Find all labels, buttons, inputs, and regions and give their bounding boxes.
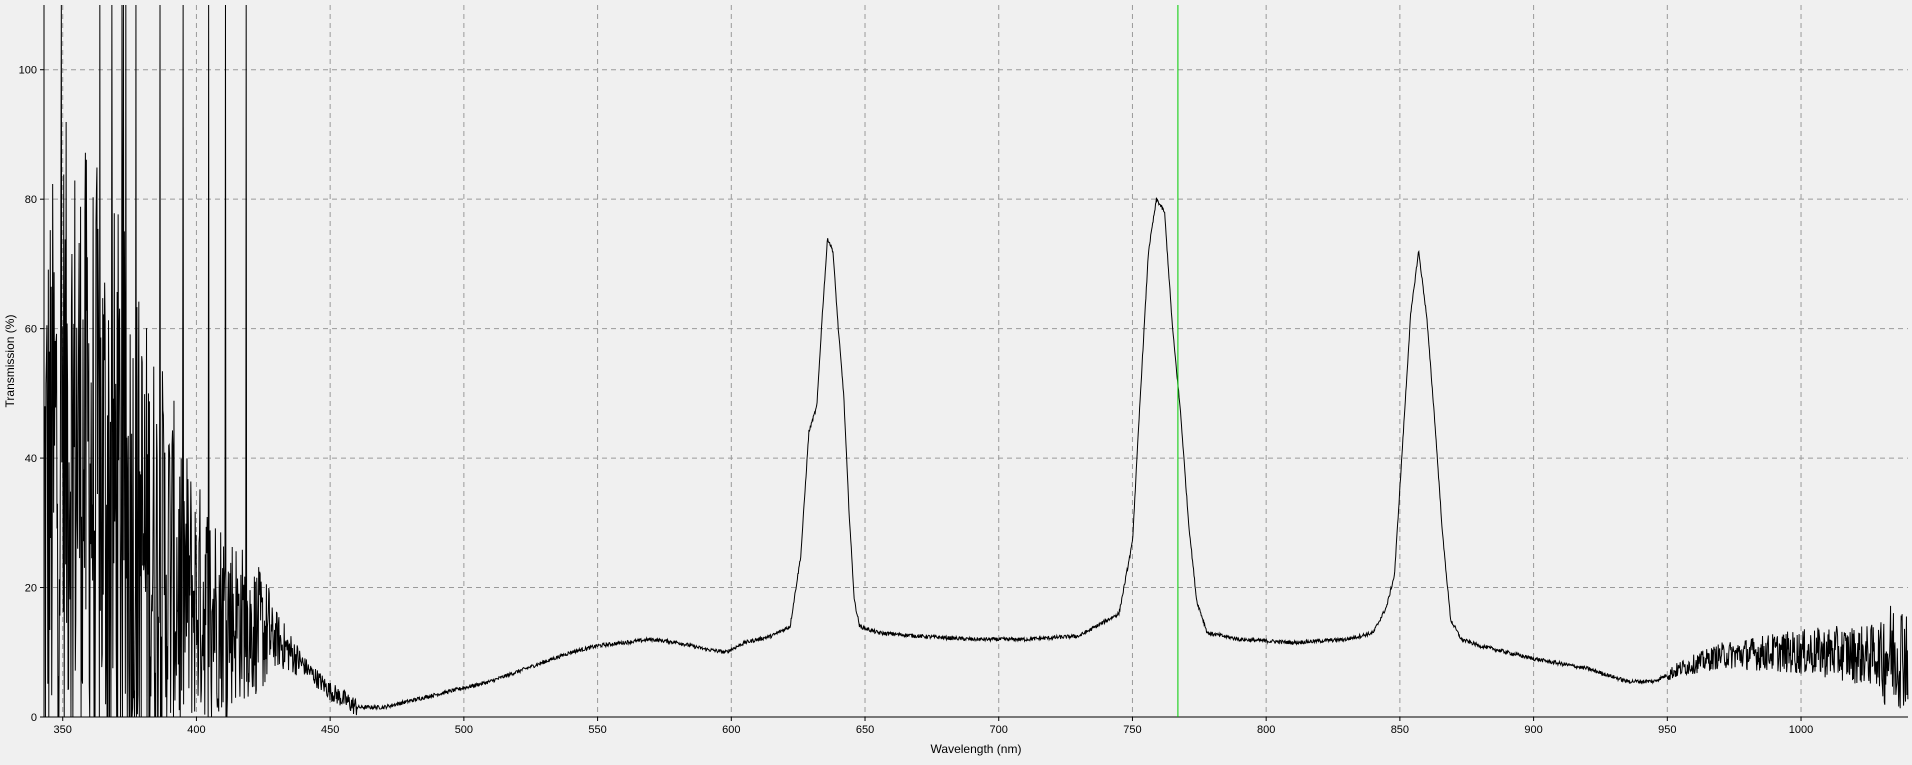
x-tick-label-400: 400 — [187, 724, 205, 736]
plot-area — [43, 4, 1909, 718]
y-tick-label-100: 100 — [19, 65, 37, 77]
y-axis-title: Transmission (%) — [3, 315, 17, 408]
x-tick-label-900: 900 — [1524, 724, 1542, 736]
y-tick-label-20: 20 — [25, 583, 37, 595]
x-tick-label-650: 650 — [856, 724, 874, 736]
y-tick-label-80: 80 — [25, 194, 37, 206]
x-tick-label-550: 550 — [588, 724, 606, 736]
x-tick-label-750: 750 — [1123, 724, 1141, 736]
x-tick-label-1000: 1000 — [1789, 724, 1813, 736]
x-tick-label-700: 700 — [990, 724, 1008, 736]
x-axis-ticks: 350 400 450 500 550 600 650 700 750 800 850 900 950 1… — [54, 717, 1813, 736]
x-tick-label-500: 500 — [455, 724, 473, 736]
x-tick-label-600: 600 — [722, 724, 740, 736]
axes — [43, 5, 1908, 718]
x-tick-label-350: 350 — [54, 724, 72, 736]
y-axis-ticks: 0 20 40 60 80 100 — [19, 65, 44, 724]
series-line-transmission — [43, 4, 1909, 718]
y-tick-label-40: 40 — [25, 453, 37, 465]
x-tick-label-850: 850 — [1391, 724, 1409, 736]
x-axis-title: Wavelength (nm) — [931, 742, 1022, 756]
grid-lines — [44, 5, 1908, 717]
x-tick-label-800: 800 — [1257, 724, 1275, 736]
x-tick-label-950: 950 — [1658, 724, 1676, 736]
y-tick-label-60: 60 — [25, 324, 37, 336]
y-tick-label-0: 0 — [31, 712, 37, 724]
x-tick-label-450: 450 — [321, 724, 339, 736]
